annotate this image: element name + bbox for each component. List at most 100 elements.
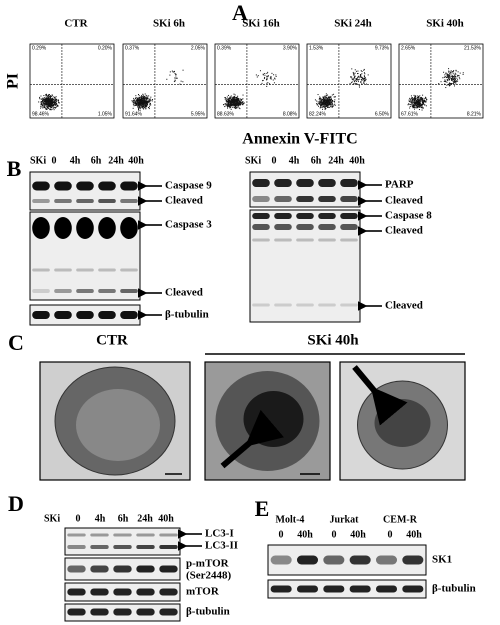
dot	[146, 97, 148, 99]
dot	[327, 97, 329, 99]
dot	[242, 103, 244, 105]
dot	[326, 100, 328, 102]
dot	[240, 103, 242, 105]
dot	[328, 100, 330, 102]
dot	[56, 105, 58, 107]
timepoint: 40h	[406, 529, 422, 540]
dot	[450, 70, 452, 72]
dot	[314, 99, 316, 101]
dot	[414, 101, 416, 103]
dot	[230, 106, 232, 108]
blot-band	[318, 213, 336, 219]
dot	[444, 79, 446, 81]
dot	[140, 97, 142, 99]
dot	[45, 108, 47, 110]
dot	[443, 71, 445, 73]
dot	[361, 83, 363, 85]
blot-band	[120, 199, 138, 203]
dot	[326, 98, 328, 100]
dot	[275, 74, 277, 76]
dot	[329, 100, 331, 102]
dot	[449, 84, 451, 86]
dot	[46, 108, 48, 110]
dot	[145, 101, 147, 103]
blot-band	[32, 181, 50, 191]
dot	[137, 100, 139, 102]
dot	[448, 68, 450, 70]
dot	[233, 103, 235, 105]
dot	[326, 104, 328, 106]
band-label: Cleaved	[165, 287, 203, 299]
dot	[447, 75, 449, 77]
dot	[54, 101, 56, 103]
dot	[229, 107, 231, 109]
dot	[331, 94, 333, 96]
dot	[172, 71, 174, 73]
dot	[326, 98, 328, 100]
dot	[413, 104, 415, 106]
dot	[45, 99, 47, 101]
dot	[42, 104, 44, 106]
dot	[53, 109, 55, 111]
dot	[322, 104, 324, 106]
dot	[227, 94, 229, 96]
dot	[134, 102, 136, 104]
dot	[270, 76, 272, 78]
blot-band	[98, 289, 116, 293]
dot	[417, 99, 419, 101]
dot	[233, 101, 235, 103]
dot	[359, 74, 361, 76]
dot	[51, 98, 53, 100]
dot	[133, 97, 135, 99]
dot	[448, 76, 450, 78]
dot	[51, 100, 53, 102]
dot	[324, 98, 326, 100]
dot	[319, 105, 321, 107]
dot	[236, 103, 238, 105]
dot	[152, 98, 154, 100]
dot	[45, 107, 47, 109]
dot	[451, 75, 453, 77]
dot	[234, 100, 236, 102]
dot	[135, 102, 137, 104]
dot	[409, 107, 411, 109]
dot	[419, 95, 421, 97]
dot	[329, 97, 331, 99]
blot-band	[402, 585, 424, 593]
dot	[227, 99, 229, 101]
dot	[232, 97, 234, 99]
dot	[141, 102, 143, 104]
quadrant-percent: 0.29%	[32, 45, 47, 51]
dot	[412, 100, 414, 102]
dot	[46, 100, 48, 102]
dot	[140, 99, 142, 101]
dot	[456, 80, 458, 82]
blot-frame	[267, 579, 427, 599]
dot	[422, 99, 424, 101]
dot	[354, 76, 356, 78]
dot	[266, 77, 268, 79]
dot	[262, 80, 264, 82]
dot	[134, 103, 136, 105]
dot	[363, 72, 365, 74]
dot	[55, 106, 57, 108]
dot	[135, 104, 137, 106]
dot	[53, 101, 55, 103]
dot	[229, 106, 231, 108]
dot	[48, 100, 50, 102]
dot	[323, 104, 325, 106]
dot	[138, 93, 140, 95]
dot	[144, 105, 146, 107]
dot	[174, 77, 176, 79]
dot	[236, 102, 238, 104]
quadrant-percent: 82.24%	[309, 111, 327, 117]
lane-label: 4h	[95, 513, 106, 524]
dot	[418, 105, 420, 107]
dot	[239, 98, 241, 100]
dot	[143, 98, 145, 100]
plot-frame	[29, 43, 115, 119]
lane-label: 0	[76, 513, 81, 524]
dot	[45, 107, 47, 109]
dot	[261, 82, 263, 84]
dot	[239, 102, 241, 104]
